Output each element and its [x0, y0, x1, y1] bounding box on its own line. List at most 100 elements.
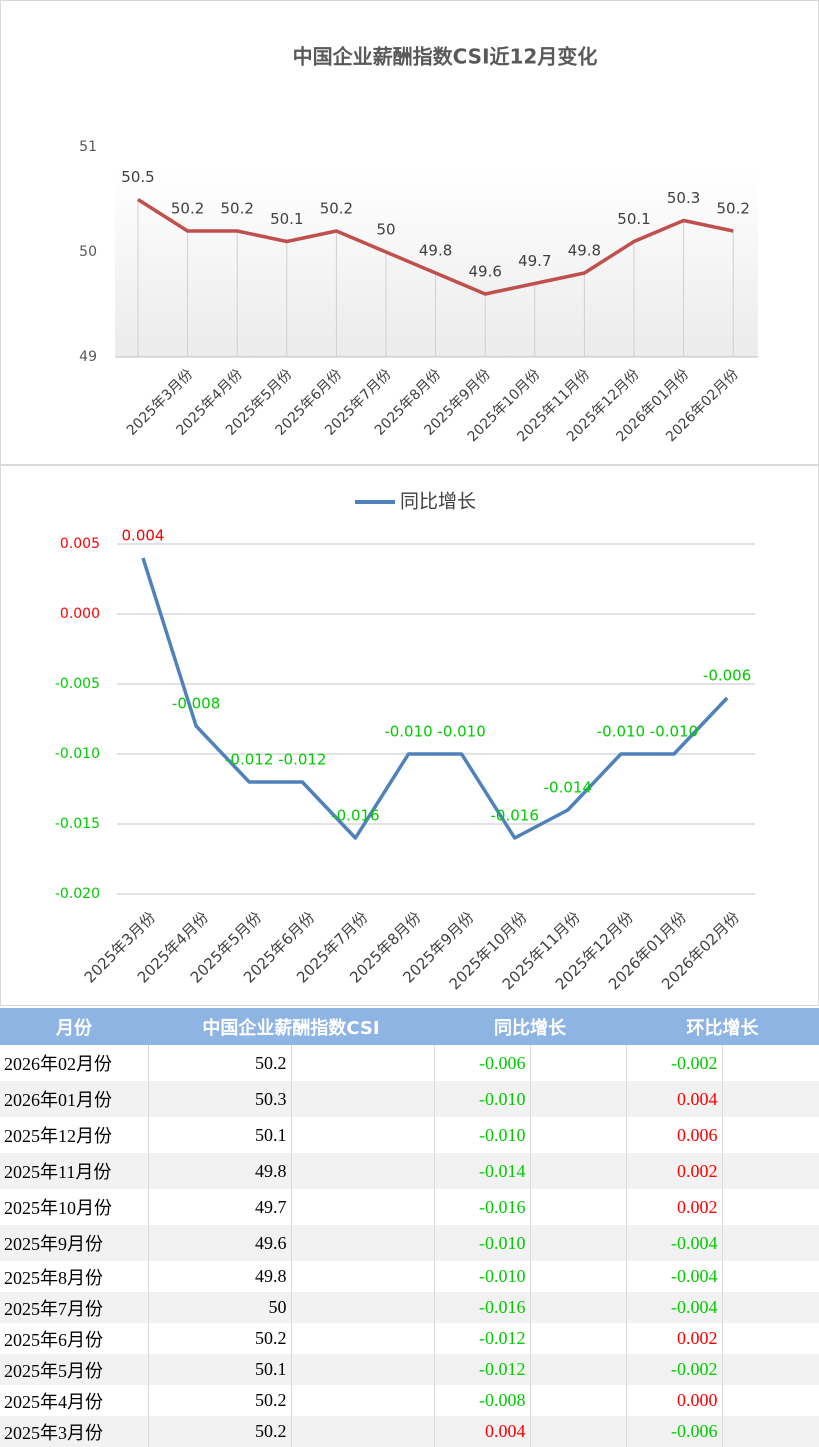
- blank-cell: [529, 1323, 626, 1354]
- month-cell: 2025年11月份: [0, 1153, 148, 1189]
- blank-cell: [529, 1045, 626, 1081]
- blank-cell: [721, 1225, 819, 1261]
- yoy-cell: -0.014: [433, 1153, 530, 1189]
- blank-cell: [721, 1153, 819, 1189]
- blank-cell: [290, 1354, 434, 1385]
- yoy-cell: -0.016: [433, 1189, 530, 1225]
- yoy-cell: -0.012: [433, 1323, 530, 1354]
- header-cell: 同比增长: [434, 1008, 626, 1045]
- table-row: 2025年3月份 50.2 0.004 -0.006: [0, 1416, 819, 1447]
- month-cell: 2026年01月份: [0, 1081, 148, 1117]
- blank-cell: [290, 1225, 434, 1261]
- blank-cell: [529, 1261, 626, 1292]
- data-label: 50.3: [667, 189, 700, 207]
- data-label: -0.008: [172, 695, 220, 713]
- table-row: 2025年7月份 50 -0.016 -0.004: [0, 1292, 819, 1323]
- mom-cell: -0.002: [625, 1045, 722, 1081]
- blank-cell: [290, 1117, 434, 1153]
- table-row: 2026年01月份 50.3 -0.010 0.004: [0, 1081, 819, 1117]
- data-table: 月份 中国企业薪酬指数CSI 同比增长 环比增长 2026年02月份 50.2 -0…: [0, 1008, 819, 1447]
- mom-cell: -0.004: [625, 1261, 722, 1292]
- table-row: 2025年12月份 50.1 -0.010 0.006: [0, 1117, 819, 1153]
- blank-cell: [290, 1081, 434, 1117]
- blank-cell: [290, 1261, 434, 1292]
- yoy-cell: 0.004: [433, 1416, 530, 1447]
- data-label: 50: [376, 221, 395, 239]
- data-label: 49.7: [518, 252, 551, 270]
- data-label: 50.5: [121, 168, 154, 186]
- mom-cell: -0.002: [625, 1354, 722, 1385]
- data-label: 49.8: [568, 242, 601, 260]
- month-cell: 2025年6月份: [4, 1329, 103, 1350]
- csi-cell: 50.3: [147, 1081, 291, 1117]
- data-label: -0.014: [544, 779, 592, 797]
- blank-cell: [290, 1189, 434, 1225]
- yoy-cell: -0.008: [433, 1385, 530, 1416]
- month-cell: 2026年02月份: [4, 1054, 112, 1074]
- yoy-cell: -0.010: [433, 1261, 530, 1292]
- mom-cell: 0.000: [625, 1385, 722, 1416]
- blank-cell: [721, 1117, 819, 1153]
- y-tick-label: -0.005: [55, 676, 100, 692]
- month-cell: 2025年12月份: [4, 1126, 112, 1146]
- table-row: 2025年9月份 49.6 -0.010 -0.004: [0, 1225, 819, 1261]
- blank-cell: [529, 1385, 626, 1416]
- legend-label: 同比增长: [400, 491, 476, 513]
- data-label: -0.010: [437, 723, 485, 741]
- blank-cell: [290, 1416, 434, 1447]
- csi-cell: 50.1: [147, 1117, 291, 1153]
- blank-cell: [290, 1045, 434, 1081]
- blank-cell: [529, 1225, 626, 1261]
- mom-cell: 0.002: [625, 1323, 722, 1354]
- blank-cell: [721, 1292, 819, 1323]
- blank-cell: [721, 1189, 819, 1225]
- month-cell: 2025年4月份: [4, 1391, 103, 1412]
- csi-cell: 50.2: [147, 1385, 291, 1416]
- blank-cell: [529, 1117, 626, 1153]
- blank-cell: [529, 1354, 626, 1385]
- data-label: -0.012: [225, 751, 273, 769]
- blank-cell: [529, 1153, 626, 1189]
- blank-cell: [290, 1385, 434, 1416]
- data-label: 49.6: [468, 263, 501, 281]
- mom-cell: -0.006: [625, 1416, 722, 1447]
- yoy-chart: -0.020-0.015-0.010-0.0050.0000.0052025年3…: [0, 465, 819, 1006]
- month-cell: 2025年5月份: [0, 1354, 148, 1385]
- y-tick-label: 0.005: [60, 536, 100, 552]
- data-label: -0.016: [491, 807, 539, 825]
- header-cell: 月份: [0, 1008, 148, 1045]
- csi-cell: 50.2: [147, 1045, 291, 1081]
- blank-cell: [721, 1045, 819, 1081]
- month-cell: 2025年10月份: [4, 1198, 112, 1218]
- table-header: 月份 中国企业薪酬指数CSI 同比增长 环比增长: [0, 1008, 819, 1045]
- chart-frame: [0, 465, 819, 1006]
- table-row: 2025年8月份 49.8 -0.010 -0.004: [0, 1261, 819, 1292]
- blank-cell: [721, 1323, 819, 1354]
- blank-cell: [290, 1323, 434, 1354]
- y-tick-label: -0.010: [55, 746, 100, 762]
- data-label: -0.010: [384, 723, 432, 741]
- month-cell: 2025年3月份: [0, 1416, 148, 1447]
- y-tick-label: 51: [79, 139, 97, 155]
- y-tick-label: -0.015: [55, 816, 100, 832]
- data-label: -0.016: [331, 807, 379, 825]
- blank-cell: [721, 1261, 819, 1292]
- chart-title: 中国企业薪酬指数CSI近12月变化: [293, 45, 598, 69]
- mom-cell: -0.004: [625, 1292, 722, 1323]
- data-label: 50.1: [270, 210, 303, 228]
- series-line: [141, 557, 729, 840]
- blank-cell: [529, 1292, 626, 1323]
- blank-cell: [529, 1189, 626, 1225]
- blank-cell: [721, 1081, 819, 1117]
- mom-cell: 0.006: [625, 1117, 722, 1153]
- yoy-cell: -0.012: [433, 1354, 530, 1385]
- y-tick-label: 50: [79, 244, 97, 260]
- blank-cell: [290, 1153, 434, 1189]
- table-row: 2025年4月份 50.2 -0.008 0.000: [0, 1385, 819, 1416]
- y-tick-label: 0.000: [60, 606, 100, 622]
- month-cell: 2025年8月份: [4, 1267, 103, 1288]
- blank-cell: [721, 1416, 819, 1447]
- plot-background: [115, 170, 758, 357]
- header-cell: 环比增长: [626, 1008, 819, 1045]
- yoy-cell: -0.010: [433, 1225, 530, 1261]
